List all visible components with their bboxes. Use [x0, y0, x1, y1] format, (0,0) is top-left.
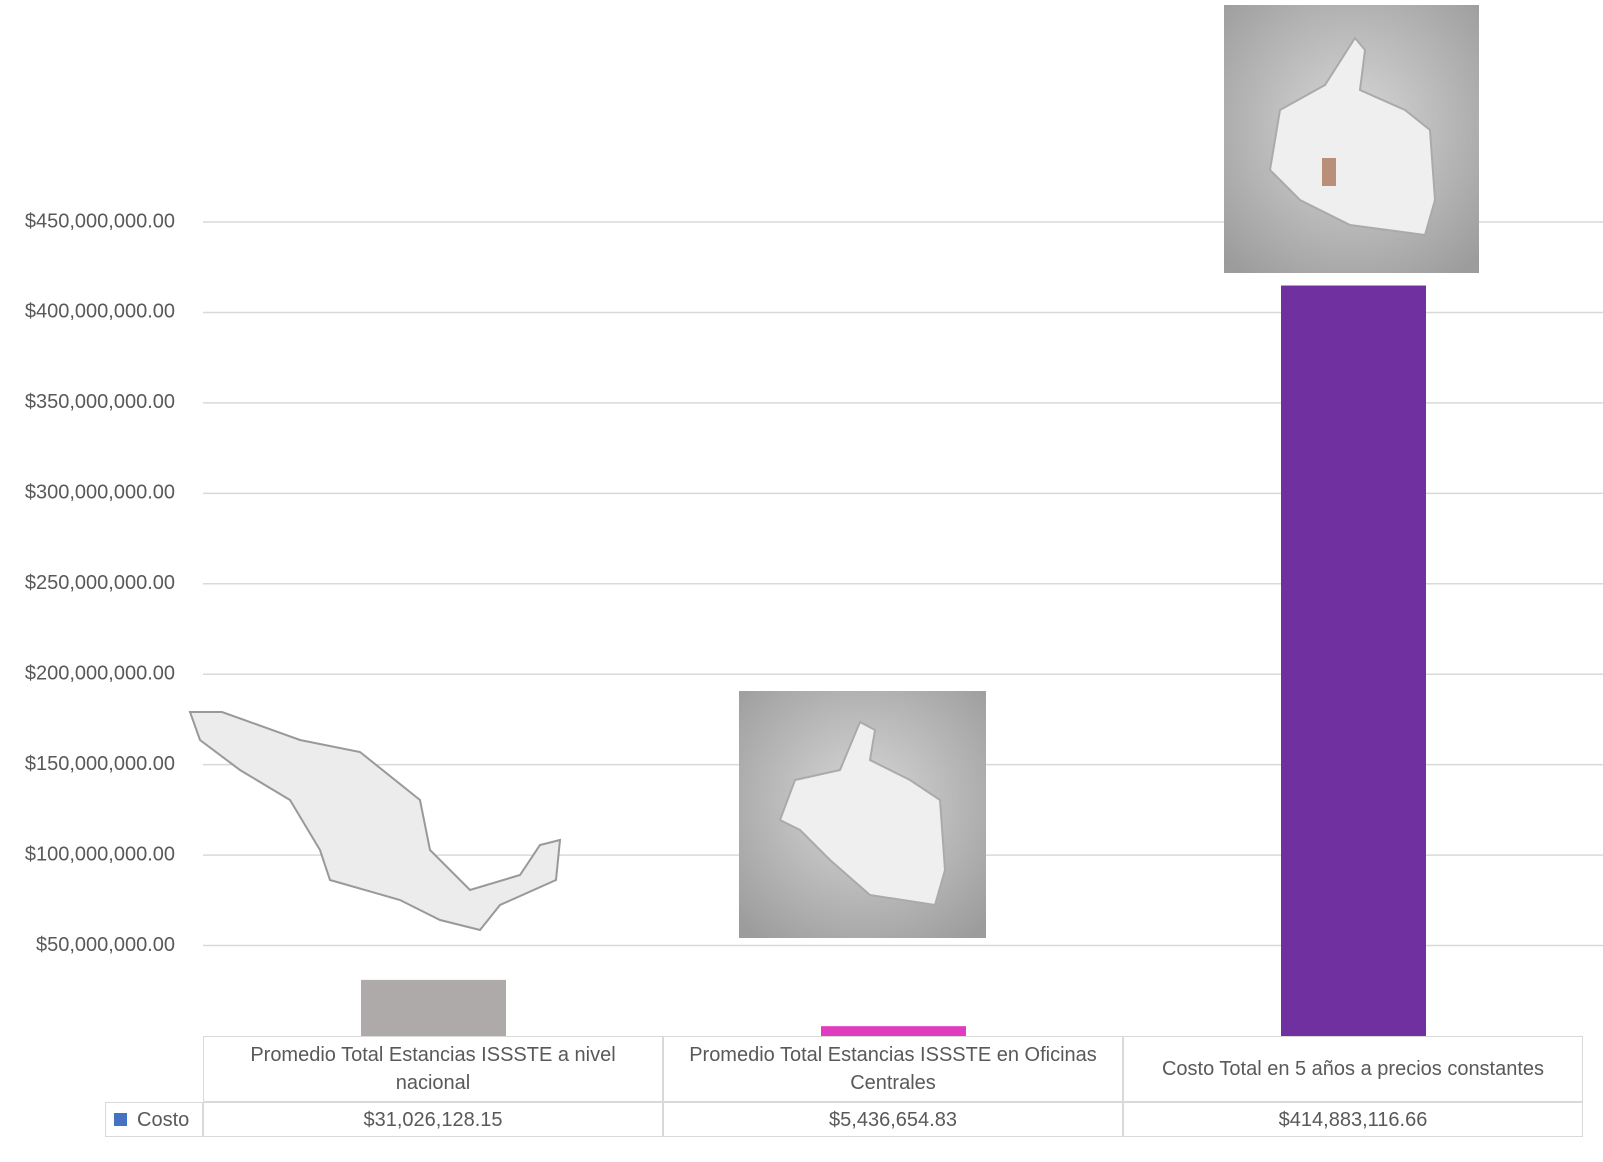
y-tick-label: $450,000,000.00 [25, 210, 175, 232]
legend-label: Costo [137, 1108, 190, 1131]
y-tick-label: $100,000,000.00 [25, 843, 175, 865]
y-tick-label: $250,000,000.00 [25, 572, 175, 594]
y-tick-label: $300,000,000.00 [25, 482, 175, 504]
category-header: Promedio Total Estancias ISSSTE en Ofici… [663, 1036, 1123, 1102]
map-image-mexico [188, 711, 562, 932]
value-label: $31,026,128.15 [203, 1102, 663, 1137]
value-label: $5,436,654.83 [663, 1102, 1123, 1137]
bar [1281, 285, 1426, 1036]
y-tick-label: $200,000,000.00 [25, 663, 175, 685]
map-image-cdmx [739, 691, 986, 938]
value-label: $414,883,116.66 [1123, 1102, 1583, 1137]
category-header: Costo Total en 5 años a precios constant… [1123, 1036, 1583, 1102]
legend-swatch [114, 1113, 127, 1126]
legend-entry: Costo [105, 1102, 203, 1137]
y-tick-label: $400,000,000.00 [25, 301, 175, 323]
y-tick-label: $150,000,000.00 [25, 753, 175, 775]
map-image-cdmx-building [1224, 5, 1479, 273]
y-tick-label: $350,000,000.00 [25, 391, 175, 413]
y-tick-label: $50,000,000.00 [36, 934, 175, 956]
category-header: Promedio Total Estancias ISSSTE a nivel … [203, 1036, 663, 1102]
bar [821, 1026, 966, 1036]
bar [361, 979, 506, 1036]
